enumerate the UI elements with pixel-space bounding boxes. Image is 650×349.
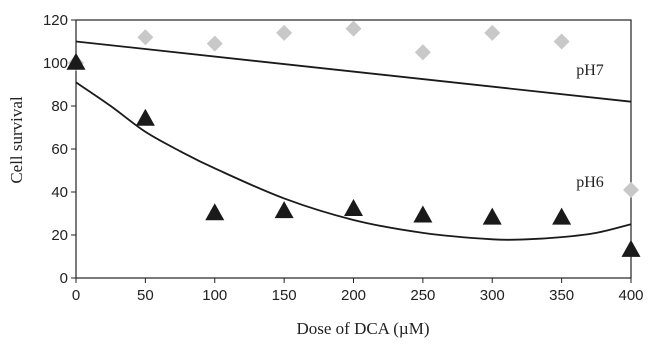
plot-frame: [75, 19, 632, 279]
data-point-ph6: [621, 239, 641, 257]
x-tick-label: 300: [480, 287, 505, 304]
data-point-ph6: [274, 201, 294, 219]
data-point-ph6: [482, 207, 502, 225]
trend-line-ph7: [75, 40, 632, 103]
series-label-ph7: pH7: [576, 62, 604, 79]
y-axis-title: Cell survival: [7, 96, 26, 184]
data-point-ph7: [345, 20, 362, 37]
x-tick-label: 250: [410, 287, 435, 304]
x-tick-label: 350: [549, 287, 574, 304]
trend-line-ph6: [75, 81, 632, 241]
y-tick-label: 40: [51, 184, 68, 201]
y-tick-label: 100: [43, 55, 68, 72]
y-tick-label: 120: [43, 12, 68, 29]
series-labels: pH7 pH6: [576, 62, 604, 191]
x-tick-label: 0: [72, 287, 80, 304]
data-point-ph6: [552, 207, 572, 225]
axes: 0 50 100 150 200 250 300 350 400 0 20 40 60 80 100 120: [43, 12, 644, 304]
x-axis-title: Dose of DCA (µM): [296, 319, 429, 338]
x-tick-label: 200: [341, 287, 366, 304]
data-point-ph6: [413, 205, 433, 223]
trend-lines: [75, 40, 632, 241]
x-tick-label: 100: [202, 287, 227, 304]
series-label-ph6: pH6: [576, 174, 604, 191]
data-point-ph7: [276, 24, 293, 41]
data-point-ph7: [137, 29, 154, 46]
y-tick-label: 0: [60, 270, 68, 287]
data-point-ph7: [484, 24, 501, 41]
data-point-ph7: [623, 181, 639, 198]
x-tick-label: 50: [137, 287, 154, 304]
data-point-ph7: [414, 44, 431, 61]
data-point-ph6: [205, 203, 225, 221]
data-point-ph6: [344, 199, 363, 216]
data-point-ph6: [66, 52, 86, 70]
y-tick-label: 80: [51, 98, 68, 115]
data-point-ph6: [135, 108, 155, 126]
x-tick-label: 400: [618, 287, 643, 304]
y-tick-label: 20: [51, 227, 68, 244]
data-point-ph7: [553, 33, 570, 50]
data-point-ph7: [206, 35, 223, 52]
x-tick-label: 150: [272, 287, 297, 304]
data-points: [66, 20, 641, 257]
y-tick-label: 60: [51, 141, 68, 158]
